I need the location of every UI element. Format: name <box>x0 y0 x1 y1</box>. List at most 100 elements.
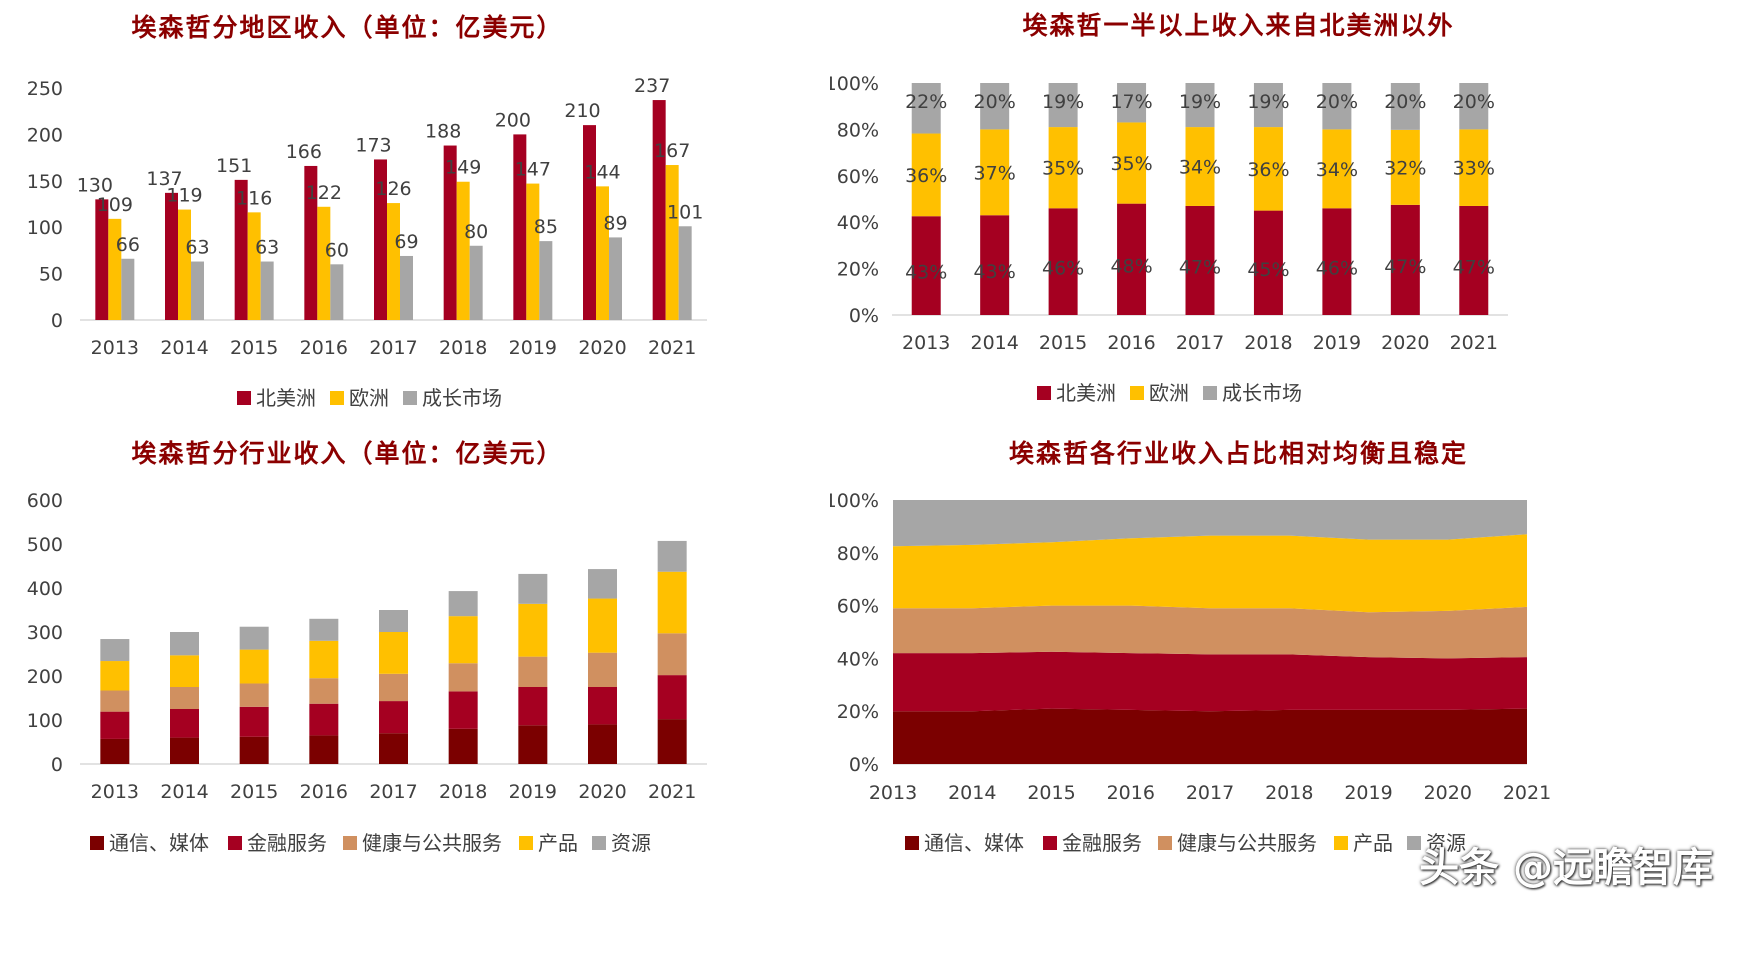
legend-swatch <box>1130 386 1144 400</box>
data-label: 166 <box>286 141 322 163</box>
bar-segment <box>309 618 339 641</box>
legend-swatch <box>1037 386 1051 400</box>
x-tick-label: 2020 <box>1381 332 1429 354</box>
x-tick-label: 2020 <box>578 337 626 359</box>
y-tick-label: 250 <box>27 78 63 100</box>
chart-panel-region-revenue: 埃森哲分地区收入（单位：亿美元） 0 50 100 150 200 250 2013 130 1… <box>0 0 860 430</box>
bar-segment <box>448 591 478 617</box>
data-label: 35% <box>1042 158 1084 180</box>
bar-segment <box>1322 83 1352 130</box>
bar-segment <box>170 687 199 709</box>
data-label: 48% <box>1110 255 1152 277</box>
data-label: 60 <box>325 239 349 261</box>
data-label: 34% <box>1179 157 1221 179</box>
y-tick-label: 0 <box>51 754 63 776</box>
legend-swatch <box>90 836 104 850</box>
data-label: 89 <box>603 212 627 234</box>
data-label: 63 <box>185 237 209 259</box>
x-tick-label: 2017 <box>369 781 417 803</box>
bar-segment <box>448 691 478 729</box>
legend-label: 通信、媒体 <box>924 831 1024 855</box>
y-tick-label: 300 <box>27 622 63 644</box>
bar <box>374 159 387 320</box>
data-label: 43% <box>974 261 1016 283</box>
data-label: 22% <box>905 91 947 113</box>
y-tick-label: 40% <box>837 648 879 670</box>
bar <box>583 125 596 321</box>
bar-segment <box>100 639 130 662</box>
legend-swatch <box>1043 836 1057 850</box>
y-tick-label: 60% <box>837 596 879 618</box>
bar <box>165 192 178 320</box>
bar <box>539 241 553 320</box>
data-label: 200 <box>495 109 531 131</box>
bar-segment <box>588 569 617 599</box>
x-tick-label: 2013 <box>902 332 950 354</box>
data-label: 237 <box>634 75 670 97</box>
bar-segment <box>518 687 548 726</box>
bar <box>121 258 135 320</box>
x-tick-label: 2017 <box>369 337 417 359</box>
bar-segment <box>100 690 130 712</box>
x-tick-label: 2014 <box>160 781 208 803</box>
x-tick-label: 2016 <box>300 781 348 803</box>
bar-segment <box>911 216 941 315</box>
bar-segment <box>1185 83 1215 128</box>
x-tick-label: 2018 <box>1244 332 1292 354</box>
data-label: 34% <box>1316 159 1358 181</box>
bar-segment <box>518 656 548 687</box>
y-tick-label: 100 <box>27 710 63 732</box>
bar <box>108 218 122 320</box>
x-tick-label: 2013 <box>91 781 139 803</box>
x-tick-label: 2021 <box>648 337 696 359</box>
x-tick-label: 2020 <box>1424 782 1472 804</box>
data-label: 47% <box>1384 256 1426 278</box>
x-tick-label: 2015 <box>230 781 278 803</box>
bar-segment <box>170 737 199 764</box>
legend-swatch <box>1158 836 1172 850</box>
bar-segment <box>657 719 687 764</box>
bar-segment <box>1390 129 1420 205</box>
data-label: 19% <box>1179 91 1221 113</box>
data-label: 85 <box>534 216 558 238</box>
data-label: 37% <box>974 162 1016 184</box>
bar-segment <box>448 728 478 764</box>
bar <box>665 165 679 320</box>
data-label: 36% <box>1247 159 1289 181</box>
legend-label: 金融服务 <box>1062 831 1142 855</box>
bar-segment <box>1390 204 1420 315</box>
y-tick-label: 0% <box>849 754 879 776</box>
bar-segment <box>911 83 941 134</box>
bar-segment <box>518 573 548 604</box>
bar <box>609 237 622 320</box>
data-label: 43% <box>905 262 947 284</box>
bar-segment <box>239 736 269 764</box>
bar <box>652 100 666 321</box>
x-tick-label: 2018 <box>1265 782 1313 804</box>
bar <box>95 199 109 320</box>
data-label: 20% <box>974 91 1016 113</box>
data-label: 69 <box>394 231 418 253</box>
bar <box>443 145 457 320</box>
x-tick-label: 2017 <box>1176 332 1224 354</box>
x-tick-label: 2014 <box>970 332 1018 354</box>
bar-segment <box>1048 127 1078 209</box>
bar <box>678 226 692 320</box>
data-label: 36% <box>905 165 947 187</box>
bar-segment <box>1253 210 1283 315</box>
chart-industry-share: 0% 20% 40% 60% 80% 100% 2013 2014 2015 2016 2017 20… <box>825 490 1552 855</box>
bar <box>247 212 261 320</box>
area-series <box>893 534 1527 613</box>
bar-segment <box>1390 83 1420 130</box>
bar-segment <box>1117 203 1147 315</box>
bar <box>330 264 344 320</box>
bar-segment <box>1117 122 1147 204</box>
data-label: 20% <box>1316 91 1358 113</box>
bar-segment <box>518 603 548 657</box>
legend-label: 欧洲 <box>349 386 389 410</box>
y-tick-label: 400 <box>27 578 63 600</box>
bar-segment <box>980 129 1010 216</box>
bar-segment <box>448 616 478 664</box>
data-label: 20% <box>1384 91 1426 113</box>
